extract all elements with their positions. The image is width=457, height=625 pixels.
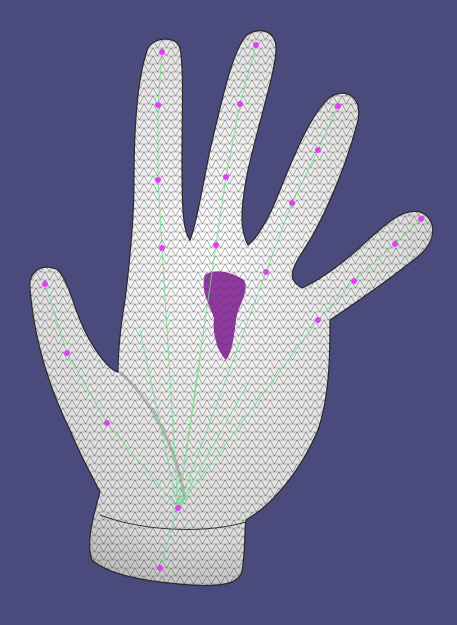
skeleton-joints [42, 42, 424, 571]
joint-pinky-distal[interactable] [392, 241, 398, 247]
joint-forearm[interactable] [157, 565, 163, 571]
joint-middle-distal[interactable] [237, 101, 243, 107]
joint-middle-tip[interactable] [253, 42, 259, 48]
joint-ring-mid[interactable] [289, 200, 295, 206]
joint-ring-base[interactable] [263, 269, 269, 275]
joint-thumb-mid[interactable] [64, 350, 70, 356]
joint-thumb-base[interactable] [104, 420, 110, 426]
selected-region[interactable] [203, 271, 246, 360]
joint-index-distal[interactable] [155, 102, 161, 108]
joint-middle-base[interactable] [213, 242, 219, 248]
joint-middle-mid[interactable] [223, 174, 229, 180]
joint-pinky-mid[interactable] [351, 278, 357, 284]
joint-pinky-base[interactable] [315, 317, 321, 323]
joint-pinky-tip[interactable] [418, 216, 424, 222]
joint-index-mid[interactable] [155, 177, 161, 183]
joint-index-tip[interactable] [159, 49, 165, 55]
joint-ring-distal[interactable] [315, 147, 321, 153]
joint-ring-tip[interactable] [335, 103, 341, 109]
joint-index-base[interactable] [159, 245, 165, 251]
joint-wrist-root[interactable] [175, 505, 181, 511]
joint-thumb-tip[interactable] [42, 281, 48, 287]
